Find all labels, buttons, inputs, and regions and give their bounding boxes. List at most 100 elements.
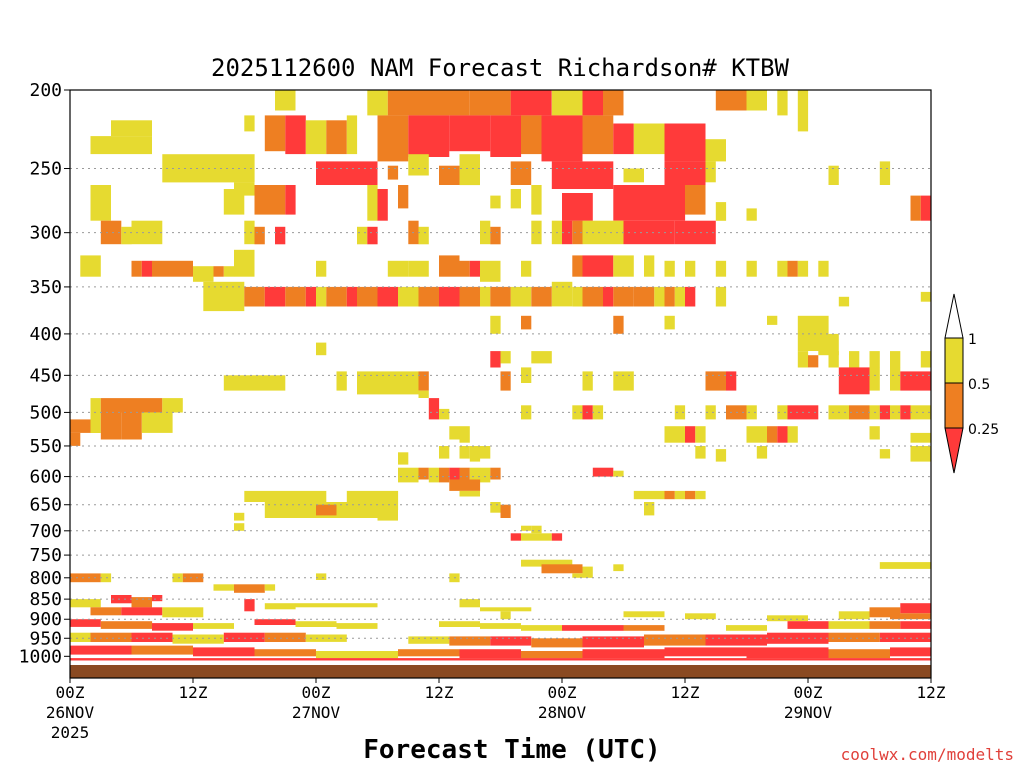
ri-cell [582,115,614,155]
ri-cell [326,286,347,307]
ri-cell [418,371,429,391]
ri-cell [685,260,696,277]
ri-cell [838,296,850,307]
legend: 1 0.5 0.25 [944,293,999,474]
ri-cell [869,351,880,368]
ri-cell [787,426,798,443]
ri-cell [879,562,932,569]
y-tick-label: 350 [29,277,62,298]
ri-cell [685,161,706,185]
ri-cell [490,502,501,513]
ri-cell [254,185,286,215]
ri-cell [644,255,655,277]
ri-cell [234,249,255,277]
ri-cell [510,286,532,307]
ri-cell [685,613,716,620]
ri-cell [746,426,767,443]
ri-cell [449,467,460,480]
ri-cell [910,446,931,462]
ri-cell [521,525,532,531]
ri-cell [377,507,398,521]
ri-cell [715,90,747,111]
ri-cell [295,621,337,627]
x-tick-label: 12Z [671,683,700,702]
legend-arrow-bottom [944,427,964,474]
ri-cell [869,621,901,629]
ri-cell [541,564,583,574]
y-tick-label: 750 [29,545,62,566]
ri-cell [70,619,101,627]
ri-cell [726,371,737,391]
ri-cell [500,611,511,620]
ri-cell [264,584,276,591]
ri-cell [879,405,891,420]
ri-cell [562,625,624,631]
ri-cell [152,595,163,602]
ri-cell [254,226,265,245]
ri-cell [70,432,81,446]
ri-cell [613,564,624,572]
ri-cell [377,189,388,221]
ri-cell [551,161,583,189]
ri-cell [346,286,358,307]
ri-cell [387,260,409,277]
ri-cell [521,115,542,155]
ri-cell [705,634,767,646]
ri-cell [674,490,686,500]
ri-cell [613,255,634,277]
credit-link[interactable]: coolwx.com/modelts [841,745,1014,764]
ri-cell [346,490,399,511]
ri-cell [531,525,542,534]
ri-cell [70,645,132,655]
ri-cell [428,467,440,483]
ri-cell [654,286,665,307]
ri-cell [664,315,675,330]
ri-cell [828,165,839,185]
ri-cell [664,260,675,277]
y-tick-label: 300 [29,223,62,244]
ri-cell [746,647,829,659]
ri-cell [480,607,532,612]
ri-cell [398,649,460,657]
ri-cell [623,611,665,618]
ri-cell [890,405,901,420]
ri-cell [408,115,450,157]
ri-cell [664,286,675,307]
x-tick-label: 27NOV [292,703,341,722]
ri-cell [726,625,767,631]
ri-cell [756,446,768,459]
ri-cell [480,260,501,282]
ri-cell [828,632,880,642]
ri-cell [705,161,716,183]
y-tick-label: 450 [29,365,62,386]
ri-cell [490,467,501,480]
ri-cell [920,351,932,368]
ri-cell [613,286,634,307]
ri-cell [449,115,491,152]
ri-cell [439,467,450,483]
ri-cell [920,291,932,302]
ri-cell [828,351,839,368]
ri-cell [193,647,255,657]
ri-cell [572,405,583,420]
x-tick-label: 12Z [425,683,454,702]
ri-cell [357,161,378,185]
ri-cell [285,185,296,215]
y-tick-label: 200 [29,80,62,101]
ri-cell [244,286,265,307]
y-tick-label: 800 [29,568,62,589]
ri-cell [193,623,234,629]
ri-cell [705,405,716,420]
ri-cell [367,185,378,221]
ri-cell [551,90,583,116]
ri-cell [70,573,101,583]
ri-cell [203,281,245,312]
ri-cell [797,351,809,368]
ri-cell [121,226,132,245]
x-axis-title: Forecast Time (UTC) [363,735,660,765]
ri-cell [797,260,809,277]
ri-cell [480,623,521,629]
ri-cell [572,286,583,307]
legend-label-1: 1 [968,332,977,348]
x-tick-label: 12Z [917,683,946,702]
